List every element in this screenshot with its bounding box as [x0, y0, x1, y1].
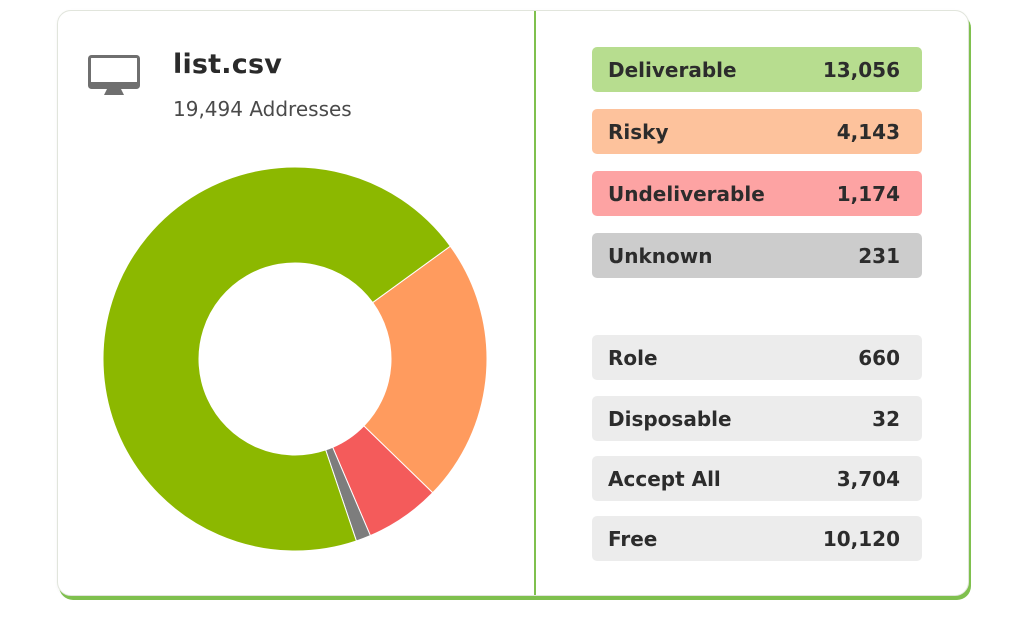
stat-label: Undeliverable	[608, 181, 765, 206]
stat-label: Disposable	[608, 406, 732, 431]
stat-value: 1,174	[836, 181, 900, 206]
file-name: list.csv	[173, 49, 283, 80]
stat-role: Role 660	[592, 335, 922, 380]
monitor-icon	[88, 55, 140, 95]
stat-label: Unknown	[608, 243, 713, 268]
stat-label: Deliverable	[608, 57, 737, 82]
file-summary-pane: list.csv 19,494 Addresses	[58, 11, 534, 595]
stat-label: Free	[608, 526, 658, 551]
pane-divider	[534, 11, 536, 595]
stat-value: 660	[858, 345, 900, 370]
stat-value: 10,120	[822, 526, 900, 551]
stat-deliverable: Deliverable 13,056	[592, 47, 922, 92]
stat-value: 13,056	[822, 57, 900, 82]
stat-disposable: Disposable 32	[592, 396, 922, 441]
stat-value: 32	[872, 406, 900, 431]
donut-slice-deliverable	[102, 166, 452, 552]
stat-label: Accept All	[608, 466, 721, 491]
stat-undeliverable: Undeliverable 1,174	[592, 171, 922, 216]
stat-accept-all: Accept All 3,704	[592, 456, 922, 501]
stat-label: Risky	[608, 119, 669, 144]
email-verification-summary-card: list.csv 19,494 Addresses Deliverable 13…	[57, 10, 969, 596]
donut-slice-risky	[363, 245, 488, 494]
address-count: 19,494 Addresses	[173, 97, 352, 121]
stat-value: 4,143	[836, 119, 900, 144]
stat-value: 231	[858, 243, 900, 268]
stat-label: Role	[608, 345, 658, 370]
result-donut-chart	[102, 166, 488, 552]
stat-unknown: Unknown 231	[592, 233, 922, 278]
stat-value: 3,704	[836, 466, 900, 491]
stat-free: Free 10,120	[592, 516, 922, 561]
stat-risky: Risky 4,143	[592, 109, 922, 154]
